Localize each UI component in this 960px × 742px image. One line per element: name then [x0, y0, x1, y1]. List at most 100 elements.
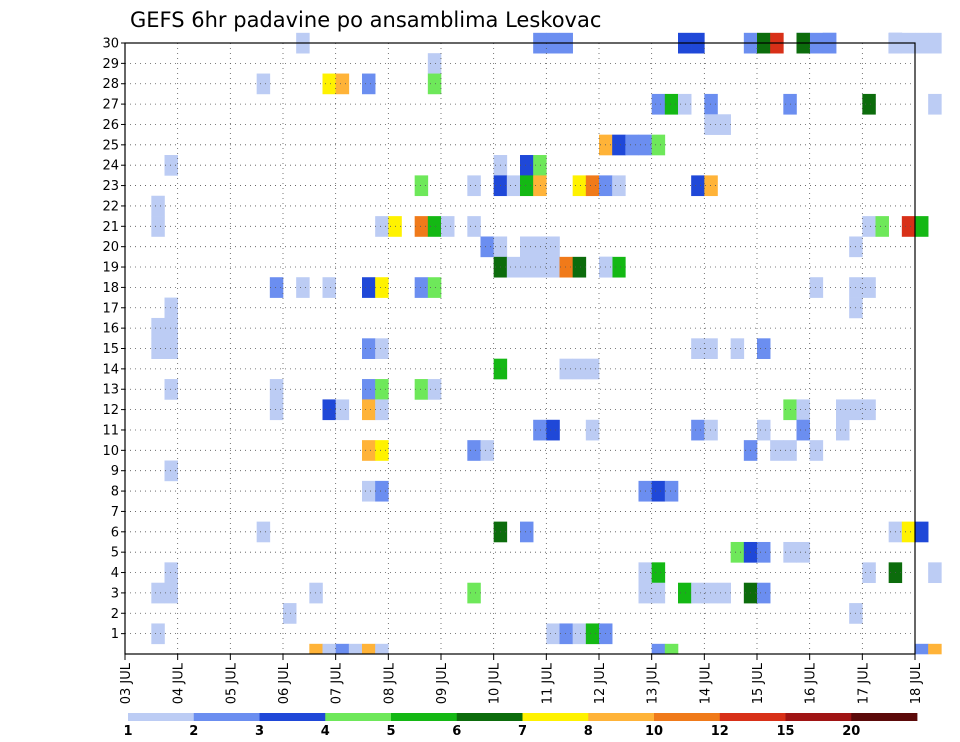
heatmap-cell: [796, 541, 810, 563]
heatmap-cell: [678, 582, 692, 604]
heatmap-cell: [559, 256, 573, 278]
y-tick-label: 28: [102, 77, 119, 92]
heatmap-cell: [520, 175, 534, 197]
y-tick-label: 30: [102, 37, 119, 52]
heatmap-cell: [151, 338, 165, 359]
heatmap-cell: [427, 216, 442, 237]
heatmap-cell: [862, 216, 876, 237]
heatmap-cell: [664, 480, 679, 502]
heatmap-cell: [796, 419, 810, 441]
heatmap-cell: [796, 399, 810, 421]
heatmap-cells: [151, 32, 942, 655]
x-axis-ticks: 03 JUL 04 JUL 05 JUL 06 JUL 07 JUL 08 JUL 09 J…: [119, 654, 924, 704]
y-tick-label: 20: [102, 240, 119, 255]
heatmap-cell: [651, 582, 666, 604]
heatmap-cell: [375, 440, 389, 461]
heatmap-cell: [506, 256, 521, 278]
heatmap-cell: [441, 216, 455, 237]
heatmap-cell: [533, 419, 547, 441]
heatmap-cell: [520, 256, 534, 278]
heatmap-cell: [164, 582, 178, 604]
y-tick-label: 2: [111, 607, 119, 622]
heatmap-cell: [414, 175, 429, 197]
heatmap-cell: [612, 256, 626, 278]
x-tick-label: 18 JUL: [909, 662, 924, 704]
legend-swatch: [785, 713, 852, 721]
y-tick-label: 17: [102, 301, 119, 316]
heatmap-cell: [269, 277, 284, 298]
heatmap-cell: [757, 541, 771, 563]
heatmap-cell: [704, 175, 718, 197]
legend-label: 20: [842, 724, 860, 739]
y-tick-label: 27: [102, 98, 119, 113]
y-tick-label: 4: [111, 566, 119, 581]
legend-label: 3: [255, 724, 264, 739]
heatmap-cell: [520, 236, 534, 258]
y-tick-label: 21: [102, 220, 119, 235]
heatmap-cell: [585, 419, 600, 441]
heatmap-cell: [467, 216, 481, 237]
y-tick-label: 6: [111, 525, 119, 540]
heatmap-cell: [375, 338, 389, 359]
heatmap-cell: [533, 155, 547, 176]
heatmap-cell: [480, 440, 494, 461]
x-tick-label: 17 JUL: [856, 662, 871, 704]
heatmap-cell: [836, 419, 850, 441]
legend-label: 6: [452, 724, 461, 739]
heatmap-cell: [664, 643, 679, 655]
y-tick-label: 25: [102, 138, 119, 153]
heatmap-cell: [691, 175, 705, 197]
heatmap-cell: [546, 236, 560, 258]
y-tick-label: 14: [102, 362, 119, 377]
x-tick-label: 03 JUL: [119, 662, 134, 704]
chart-title: GEFS 6hr padavine po ansamblima Leskovac: [130, 8, 601, 32]
heatmap-cell: [651, 134, 666, 156]
heatmap-cell: [757, 582, 771, 604]
heatmap-cell: [375, 216, 389, 237]
x-tick-label: 08 JUL: [382, 662, 397, 704]
heatmap-cell: [809, 277, 824, 298]
heatmap-cell: [757, 338, 771, 359]
heatmap-cell: [546, 419, 560, 441]
x-tick-label: 13 JUL: [646, 662, 661, 704]
y-tick-label: 5: [111, 546, 119, 561]
heatmap-cell: [362, 277, 376, 298]
legend-label: 15: [776, 724, 794, 739]
x-tick-label: 10 JUL: [488, 662, 503, 704]
heatmap-cell: [427, 73, 442, 95]
y-tick-label: 22: [102, 199, 119, 214]
heatmap-cell: [151, 216, 165, 237]
heatmap-cell: [533, 236, 547, 258]
heatmap-cell: [427, 53, 442, 74]
y-tick-label: 3: [111, 586, 119, 601]
legend-swatch: [325, 713, 392, 721]
heatmap-cell: [164, 297, 178, 319]
legend-swatch: [193, 713, 260, 721]
heatmap-cell: [480, 236, 494, 258]
heatmap-cell: [520, 521, 534, 543]
heatmap-cell: [164, 317, 178, 339]
heatmap-cell: [836, 399, 850, 421]
heatmap-cell: [915, 216, 929, 237]
heatmap-cell: [322, 399, 336, 421]
heatmap-cell: [809, 440, 824, 461]
heatmap-cell: [362, 440, 376, 461]
legend-label: 4: [321, 724, 330, 739]
heatmap-cell: [296, 277, 310, 298]
heatmap-cell: [928, 32, 942, 54]
heatmap-cell: [572, 175, 587, 197]
heatmap-cell: [546, 623, 560, 645]
heatmap-cell: [335, 643, 350, 655]
heatmap-cell: [362, 379, 376, 400]
y-tick-label: 26: [102, 118, 119, 133]
heatmap-cell: [572, 358, 587, 380]
x-tick-label: 11 JUL: [540, 662, 555, 704]
heatmap-cell: [862, 399, 876, 421]
heatmap-cell: [164, 562, 178, 584]
heatmap-cell: [520, 155, 534, 176]
heatmap-cell: [164, 155, 178, 176]
y-tick-label: 24: [102, 159, 119, 174]
heatmap-cell: [612, 175, 626, 197]
heatmap-cell: [309, 582, 323, 604]
